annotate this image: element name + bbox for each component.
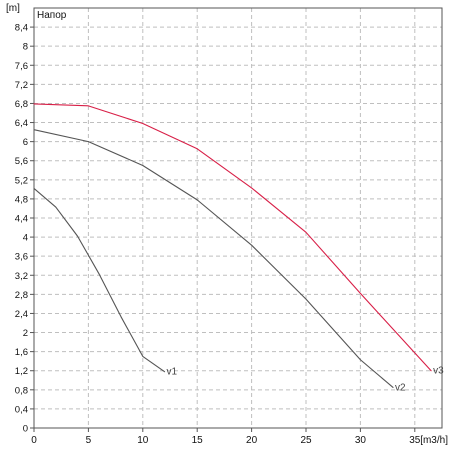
y-tick-label: 3,2 (15, 271, 28, 282)
y-tick-label: 1,2 (15, 366, 28, 377)
y-tick-label: 7,6 (15, 61, 28, 72)
y-tick-label: 0,4 (15, 404, 28, 415)
y-tick-label: 3,6 (15, 252, 28, 263)
y-tick-label: 1,6 (15, 347, 28, 358)
label-layer: 0 5 10 15 20 25 30 35 0 0,4 0,8 1,2 1,6 2 2,4 2,8 3,2 3,6… (6, 3, 448, 446)
x-tick-label: 0 (31, 435, 37, 446)
series-v1-line (33, 187, 166, 373)
y-tick-label: 6 (23, 137, 28, 148)
y-tick-label: 2,4 (15, 309, 28, 320)
y-tick-label: 8 (23, 42, 28, 53)
x-tick-label: 20 (246, 435, 258, 446)
y-tick-label: 4 (23, 233, 28, 244)
x-axis-unit-label: [m3/h] (420, 435, 448, 446)
x-tick-label: 35 (409, 435, 421, 446)
x-tick-label: 25 (300, 435, 312, 446)
y-tick-label: 5,6 (15, 156, 28, 167)
grid-layer (34, 8, 442, 428)
x-tick-label: 30 (355, 435, 367, 446)
y-tick-label: 7,2 (15, 80, 28, 91)
y-tick-label: 4,4 (15, 214, 28, 225)
series-v3-label: v3 (433, 366, 444, 377)
y-axis-unit-label: [m] (6, 3, 20, 14)
x-tick-label: 15 (192, 435, 204, 446)
y-tick-label: 6,4 (15, 118, 28, 129)
y-tick-label: 2,8 (15, 290, 28, 301)
y-tick-label: 0,8 (15, 385, 28, 396)
axis-layer (30, 7, 443, 432)
y-tick-label: 8,4 (15, 23, 28, 34)
series-v2-line (33, 129, 394, 388)
y-tick-label: 6,8 (15, 99, 28, 110)
series-layer (33, 103, 432, 388)
y-tick-label: 4,8 (15, 194, 28, 205)
x-tick-label: 10 (137, 435, 149, 446)
series-v2-label: v2 (395, 382, 406, 393)
y-tick-label: 5,2 (15, 175, 28, 186)
legend-title: Напор (37, 10, 67, 21)
y-tick-label: 2 (23, 328, 28, 339)
y-tick-label: 0 (23, 424, 28, 435)
x-tick-label: 5 (86, 435, 92, 446)
series-v1-label: v1 (167, 367, 178, 378)
series-v3-line (33, 103, 432, 372)
